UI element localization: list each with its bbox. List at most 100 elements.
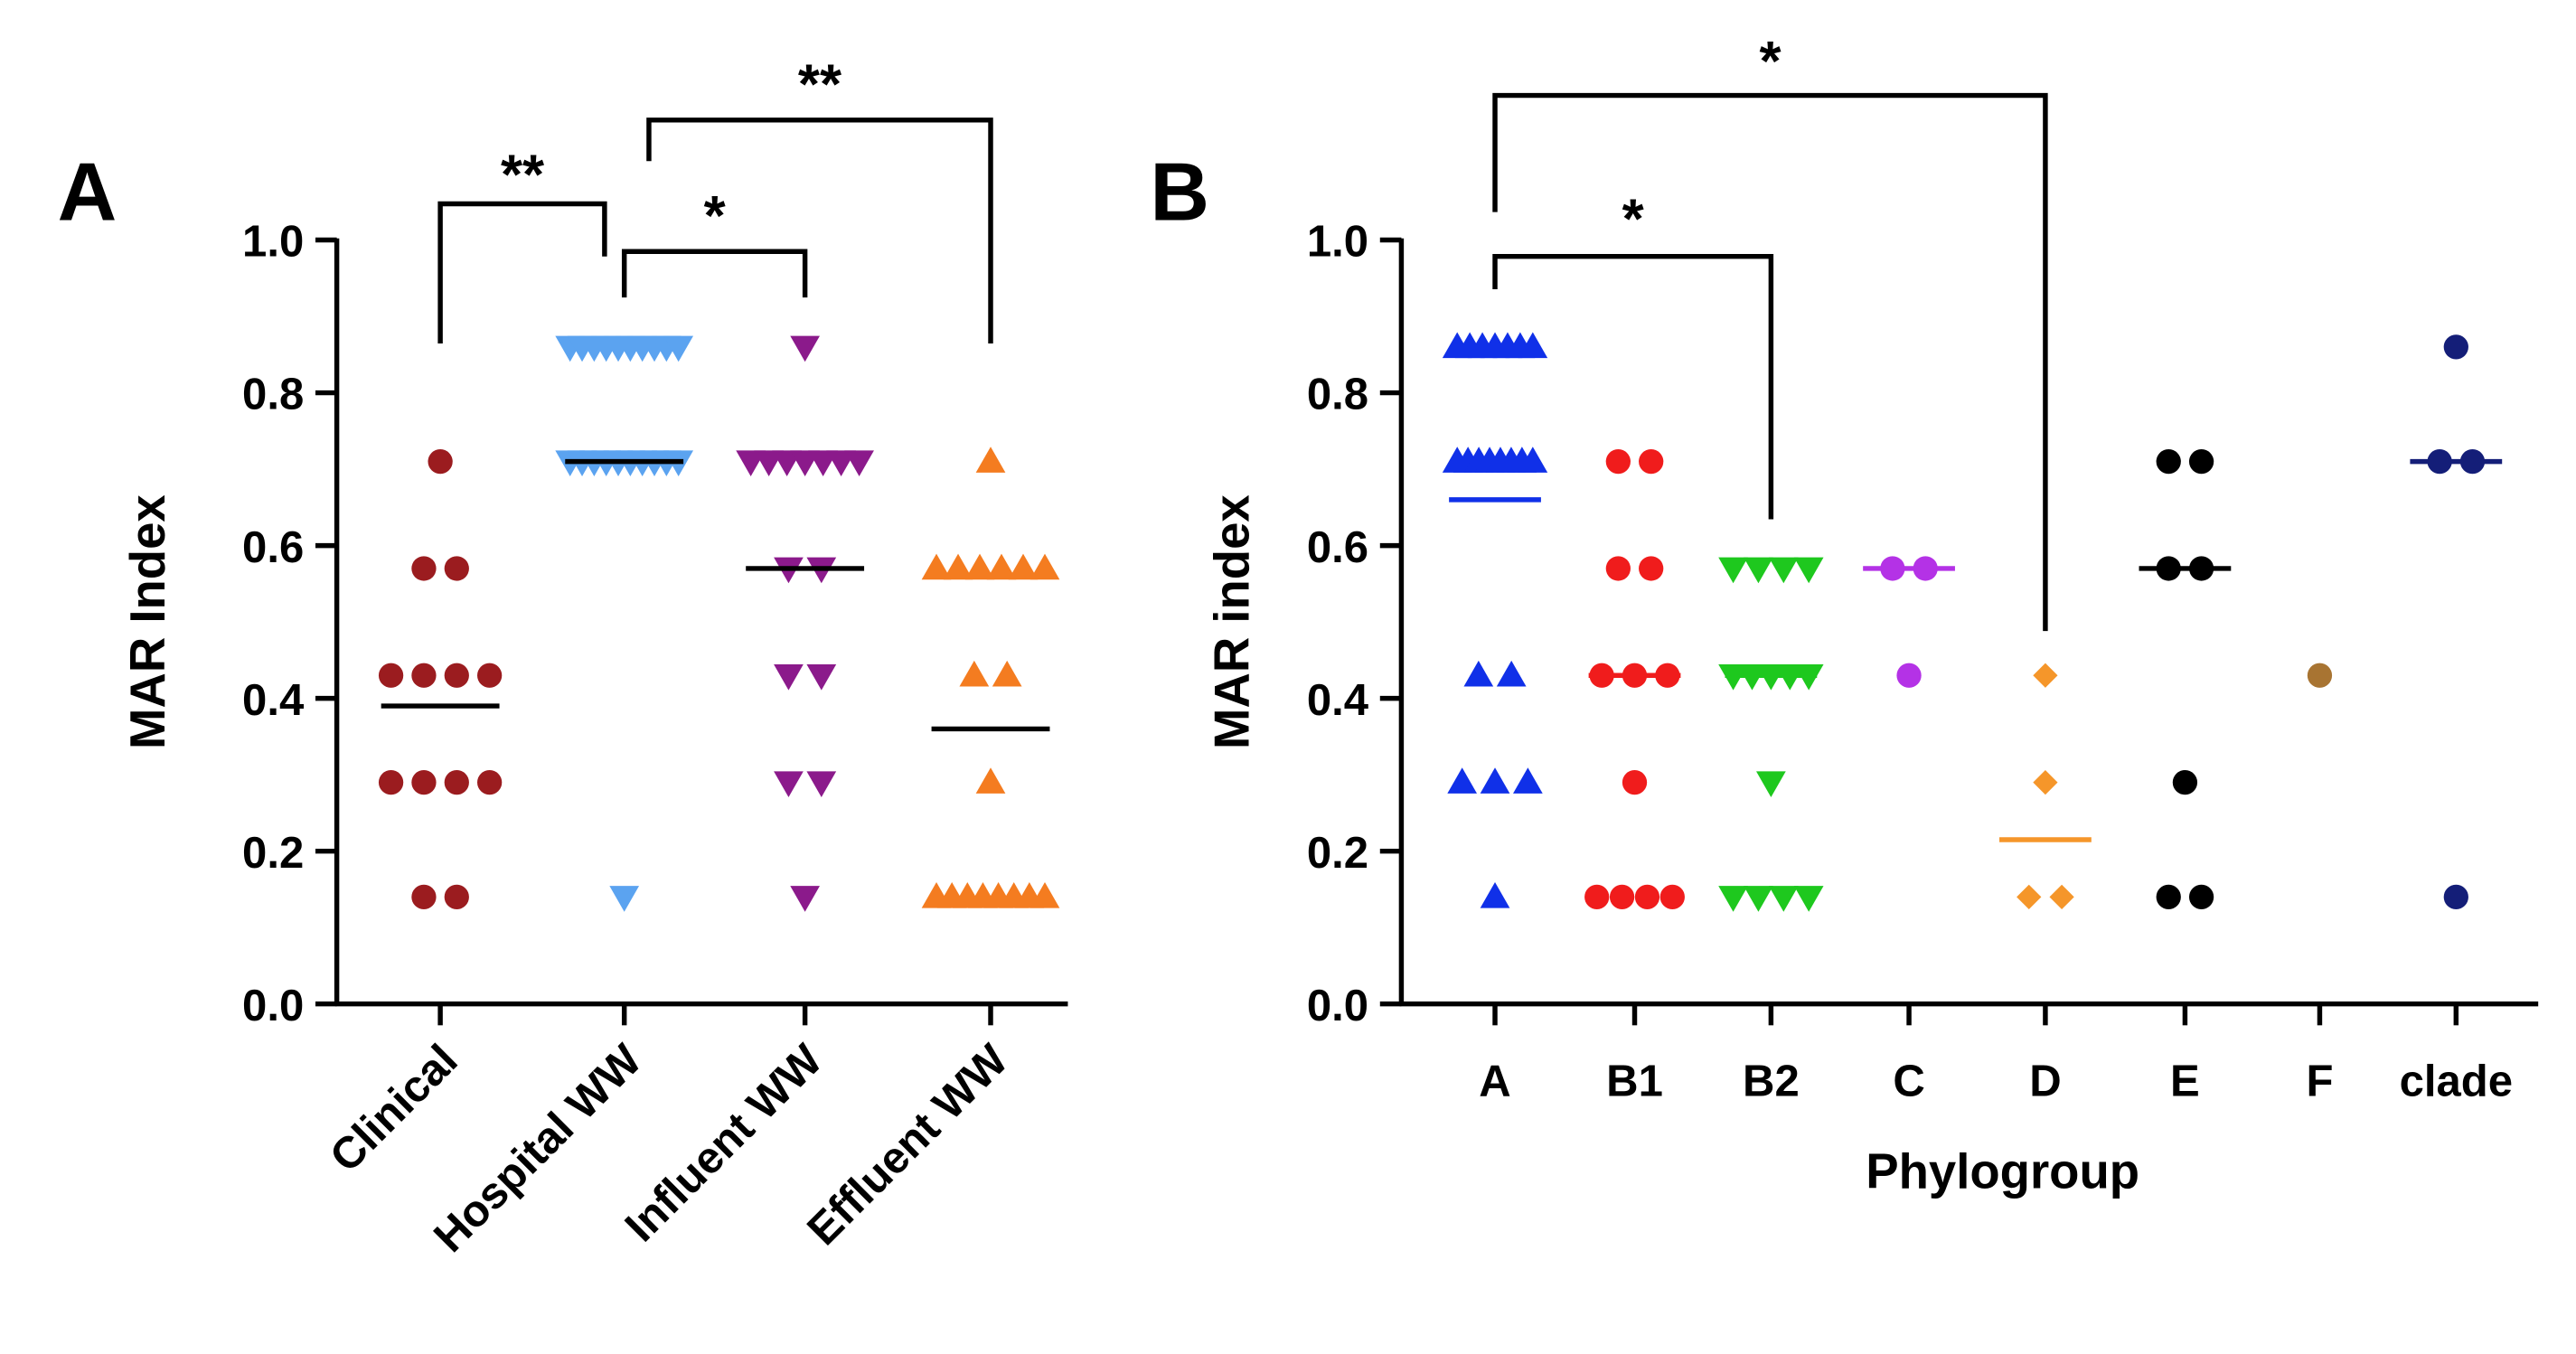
point: [2156, 884, 2181, 910]
point: [477, 663, 503, 688]
point: [2188, 884, 2214, 910]
significance-bracket: [1492, 253, 1774, 520]
point: [975, 447, 1006, 473]
point: [1718, 886, 1748, 912]
x-tick-label: C: [1893, 1057, 1924, 1105]
x-tick-label: A: [1479, 1057, 1510, 1105]
y-tick-label: 0.2: [1307, 829, 1368, 878]
point: [1896, 663, 1922, 688]
point: [477, 769, 503, 795]
significance-bracket: [437, 201, 607, 344]
point: [2033, 663, 2058, 688]
x-tick-label: Clinical: [321, 1036, 467, 1182]
point: [986, 553, 1017, 580]
x-tick-label: B2: [1743, 1057, 1800, 1105]
point: [1756, 771, 1786, 797]
point: [2033, 769, 2058, 795]
significance-label: **: [501, 145, 544, 207]
point: [790, 335, 820, 362]
y-tick-label: 1.0: [1307, 218, 1368, 267]
point: [806, 664, 837, 691]
point: [2172, 769, 2198, 795]
significance-label: **: [798, 54, 841, 117]
point: [444, 769, 469, 795]
point: [378, 663, 404, 688]
y-tick-label: 0.6: [1307, 523, 1368, 572]
point: [2156, 448, 2181, 475]
y-tick-label: 0.0: [1307, 982, 1368, 1030]
point: [1008, 553, 1039, 580]
point: [1659, 884, 1685, 910]
point: [411, 663, 437, 688]
point: [964, 553, 995, 580]
y-axis-label: MAR index: [1204, 494, 1259, 749]
point: [1793, 557, 1824, 584]
point: [1463, 660, 1494, 687]
point: [411, 884, 437, 910]
point: [1639, 556, 1664, 581]
point: [844, 450, 874, 476]
y-tick-label: 0.4: [242, 676, 305, 725]
significance-label: *: [704, 185, 726, 248]
point: [1605, 556, 1631, 581]
point: [1639, 448, 1664, 475]
point: [411, 556, 437, 581]
x-tick-label: D: [2029, 1057, 2061, 1105]
point: [2307, 663, 2333, 688]
point: [774, 664, 804, 691]
point: [1518, 447, 1548, 473]
point: [1744, 886, 1773, 912]
point: [444, 884, 469, 910]
y-axis-label: MAR Index: [120, 494, 175, 749]
point: [1744, 557, 1773, 584]
y-tick-label: 0.6: [242, 523, 304, 572]
point: [663, 335, 694, 362]
significance-label: *: [1622, 189, 1644, 251]
point: [1029, 882, 1060, 908]
point: [378, 769, 404, 795]
x-tick-label: B1: [1606, 1057, 1663, 1105]
point: [959, 660, 990, 687]
panel: B MAR index Phylogroup 0.0 0.2 0.4 0.6 0.8 1.0 A B…: [1150, 31, 2539, 1199]
y-tick-label: 0.2: [242, 829, 304, 878]
point: [2017, 884, 2042, 910]
point: [975, 767, 1006, 794]
point: [428, 448, 453, 475]
point: [1480, 767, 1510, 794]
point: [1513, 767, 1543, 794]
point: [992, 660, 1022, 687]
point: [444, 663, 469, 688]
point: [921, 553, 952, 580]
panel-label: A: [58, 147, 118, 239]
point: [806, 771, 837, 797]
y-tick-label: 0.4: [1307, 676, 1369, 725]
y-tick-label: 0.0: [242, 982, 304, 1030]
point: [2443, 884, 2468, 910]
point: [943, 553, 973, 580]
point: [1793, 886, 1824, 912]
panel-label: B: [1150, 147, 1209, 239]
x-tick-label: Effluent WW: [798, 1035, 1018, 1255]
point: [1518, 332, 1548, 359]
point: [411, 769, 437, 795]
point: [609, 886, 640, 912]
point: [1496, 660, 1527, 687]
x-axis-label: Phylogroup: [1866, 1143, 2139, 1199]
point: [1634, 884, 1660, 910]
point: [2188, 448, 2214, 475]
significance-bracket: [621, 249, 808, 298]
point: [1029, 553, 1060, 580]
point: [774, 771, 804, 797]
x-tick-label: F: [2306, 1057, 2333, 1105]
point: [2049, 884, 2074, 910]
point: [1447, 767, 1478, 794]
point: [1609, 884, 1635, 910]
significance-bracket: [1492, 92, 2048, 632]
significance-bracket: [646, 118, 993, 344]
point: [1768, 557, 1799, 584]
point: [1480, 882, 1510, 908]
point: [444, 556, 469, 581]
